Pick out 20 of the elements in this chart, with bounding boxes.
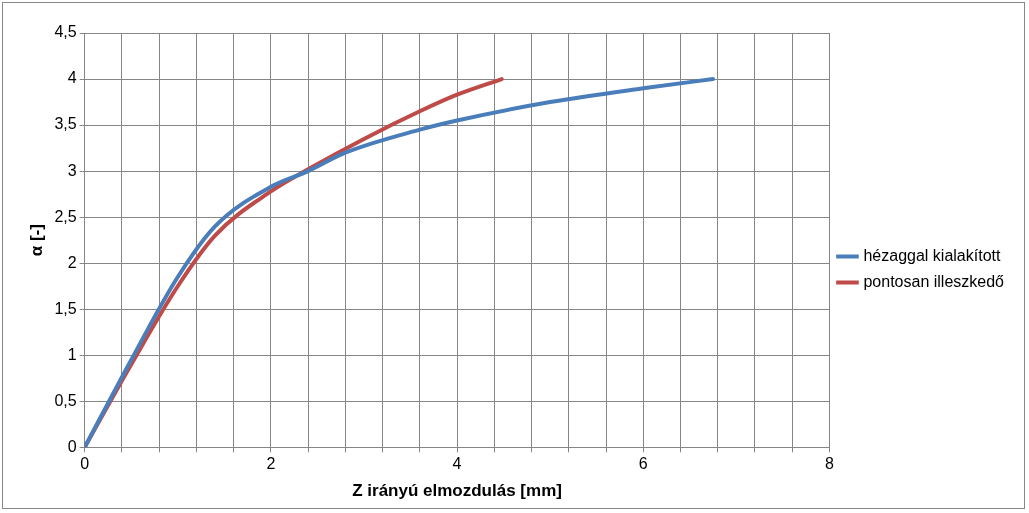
y-tick-label: 1 [67,345,77,363]
x-tick-label: 4 [452,455,462,473]
legend-label: hézaggal kialakított [863,246,1001,264]
y-tick-label: 4,5 [54,23,77,41]
y-tick-label: 0 [67,437,77,455]
y-tick-label: 1,5 [54,299,77,317]
y-tick-label: 2 [67,253,77,271]
y-tick-label: 3,5 [54,115,77,133]
legend-label: pontosan illeszkedő [863,272,1005,290]
x-tick-label: 0 [80,455,90,473]
x-tick-label: 6 [638,455,648,473]
line-series [84,77,716,448]
y-axis-title: α [-] [26,224,46,257]
y-tick-label: 4 [67,69,77,87]
x-axis-title: Z irányú elmozdulás [mm] [352,481,562,501]
y-tick-label: 2,5 [54,207,77,225]
x-tick-label: 8 [825,455,835,473]
x-tick-label: 2 [266,455,276,473]
y-tick-label: 3 [67,161,77,179]
y-tick-label: 0,5 [54,391,77,409]
